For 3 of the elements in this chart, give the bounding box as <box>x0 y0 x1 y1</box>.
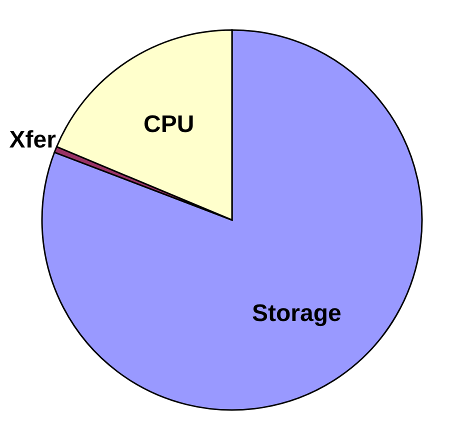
slice-label: Storage <box>252 300 342 327</box>
slice-label: CPU <box>143 111 194 138</box>
slice-label: Xfer <box>9 126 56 154</box>
